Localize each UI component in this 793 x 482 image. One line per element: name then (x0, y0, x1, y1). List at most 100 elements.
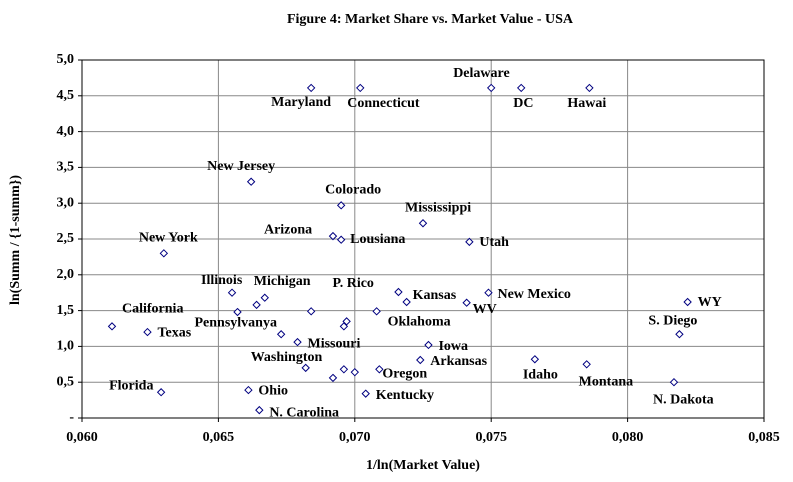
marker (159, 249, 169, 258)
y-tick-label: 5,0 (57, 52, 75, 67)
marker (465, 237, 474, 247)
x-tick-label: 0,080 (612, 430, 644, 445)
point-label: Mississippi (405, 200, 471, 215)
marker (350, 367, 360, 377)
point-label: Washington (251, 350, 323, 365)
point-label: S. Diego (648, 313, 697, 328)
marker (375, 365, 384, 374)
x-tick-label: 0,075 (475, 430, 507, 445)
point-label: Montana (579, 375, 633, 390)
point-label: New Mexico (497, 287, 570, 302)
point-label: DC (513, 96, 533, 111)
y-tick-label: 0,5 (57, 374, 75, 389)
y-tick-label: 3,0 (57, 195, 75, 210)
point-label: New York (139, 231, 198, 246)
marker (484, 288, 493, 297)
marker (293, 337, 302, 347)
point-label: Kansas (413, 288, 457, 303)
marker (252, 300, 261, 310)
point-label: N. Carolina (269, 405, 339, 420)
y-tick-label: - (69, 410, 74, 425)
marker (339, 365, 349, 374)
point-label: Idaho (523, 368, 558, 383)
marker (336, 235, 346, 244)
point-label: Oregon (382, 367, 427, 382)
point-label: New Jersey (207, 159, 275, 174)
point-label: Texas (157, 325, 191, 340)
point-label: Oklahoma (388, 315, 451, 330)
marker (418, 219, 428, 228)
y-tick-label: 3,5 (57, 160, 75, 175)
marker (227, 288, 237, 297)
point-label: Delaware (453, 66, 510, 81)
marker (517, 83, 526, 93)
point-label: Kentucky (376, 388, 434, 403)
marker (260, 293, 269, 302)
marker (328, 231, 338, 241)
marker (361, 389, 370, 398)
point-label: Utah (479, 235, 509, 250)
marker (143, 327, 152, 337)
marker (424, 340, 433, 350)
point-label: Connecticut (347, 96, 420, 111)
point-label: California (122, 302, 183, 317)
point-label: Missouri (308, 336, 361, 351)
marker (336, 201, 346, 210)
point-label: Lousiana (350, 232, 405, 247)
point-label: Colorado (325, 183, 381, 198)
marker (301, 363, 310, 373)
marker (255, 405, 264, 415)
marker (342, 317, 351, 326)
y-tick-label: 1,0 (57, 339, 75, 354)
marker (246, 177, 256, 186)
marker (582, 360, 591, 369)
marker (372, 307, 381, 316)
marker (462, 298, 471, 307)
point-label: Michigan (254, 274, 311, 289)
marker (683, 297, 692, 307)
marker (416, 355, 425, 365)
x-axis-label: 1/ln(Market Value) (366, 458, 480, 473)
marker (339, 322, 349, 331)
x-tick-label: 0,060 (66, 430, 98, 445)
y-tick-label: 4,0 (57, 124, 75, 139)
marker (107, 322, 117, 331)
y-axis-label: ln(Summ / {1-summ}) (8, 175, 23, 305)
marker (675, 330, 684, 339)
point-label: N. Dakota (653, 392, 714, 407)
marker (394, 287, 403, 297)
point-label: Hawai (567, 96, 606, 111)
marker (156, 388, 166, 397)
point-label: WV (473, 302, 497, 317)
marker (244, 385, 253, 395)
x-tick-label: 0,065 (203, 430, 235, 445)
point-label: Ohio (258, 383, 288, 398)
y-tick-label: 2,5 (57, 231, 75, 246)
marker (356, 83, 365, 93)
marker (233, 307, 242, 317)
x-tick-label: 0,070 (339, 430, 371, 445)
point-label: Maryland (271, 95, 331, 110)
marker (402, 297, 411, 307)
y-tick-label: 2,0 (57, 267, 75, 282)
point-label: Florida (109, 378, 153, 393)
point-label: Illinois (201, 273, 243, 288)
marker (669, 377, 679, 387)
marker (328, 373, 338, 383)
y-tick-label: 4,5 (57, 88, 75, 103)
point-label: P. Rico (332, 276, 373, 291)
point-label: Arkansas (430, 354, 487, 369)
marker (585, 83, 594, 93)
chart-title: Figure 4: Market Share vs. Market Value … (287, 12, 574, 27)
plot-frame (81, 59, 765, 419)
point-label: Pennsylvanya (194, 315, 276, 330)
marker (530, 355, 540, 364)
x-tick-label: 0,085 (748, 430, 780, 445)
point-label: Arizona (264, 222, 312, 237)
point-label: WY (698, 295, 722, 310)
y-tick-label: 1,5 (57, 303, 75, 318)
marker (276, 330, 286, 339)
marker (306, 83, 316, 93)
marker (486, 83, 496, 93)
marker (306, 307, 316, 316)
